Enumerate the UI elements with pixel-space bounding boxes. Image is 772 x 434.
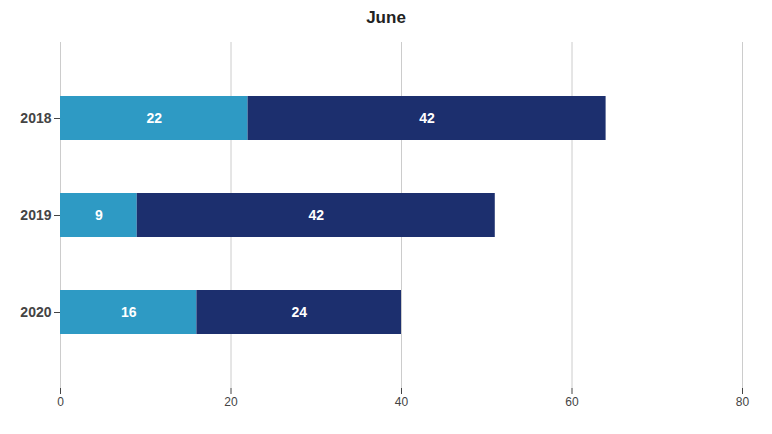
svg-text:2020: 2020 (20, 304, 51, 320)
svg-text:80: 80 (736, 395, 750, 409)
svg-text:40: 40 (395, 395, 409, 409)
svg-text:60: 60 (565, 395, 579, 409)
svg-text:22: 22 (146, 110, 162, 126)
svg-text:9: 9 (95, 207, 103, 223)
svg-text:24: 24 (291, 304, 307, 320)
svg-text:2018: 2018 (20, 110, 51, 126)
html-text:June: June (366, 8, 406, 27)
svg-text:42: 42 (308, 207, 324, 223)
svg-text:0: 0 (57, 395, 64, 409)
svg-text:16: 16 (121, 304, 137, 320)
svg-text:2019: 2019 (20, 207, 51, 223)
svg-text:42: 42 (419, 110, 435, 126)
svg-text:20: 20 (224, 395, 238, 409)
